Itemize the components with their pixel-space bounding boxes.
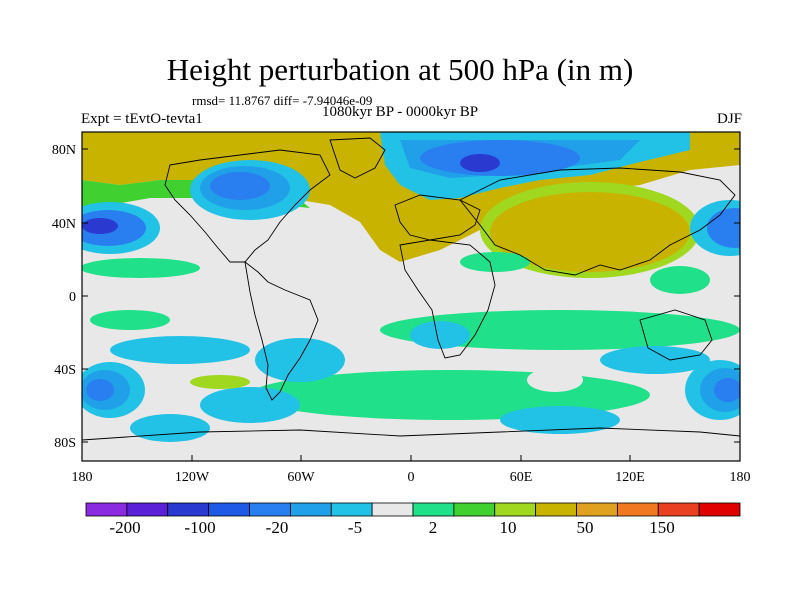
lon-label-120e: 120E [615, 470, 645, 485]
colorbar-box [494, 502, 537, 517]
north-america-outline [164, 149, 331, 263]
colorbar-box [249, 502, 291, 517]
australia-outline [639, 309, 713, 361]
colorbar-box [616, 502, 659, 517]
sh-cyan-3 [200, 387, 300, 423]
colorbar-box [453, 502, 496, 517]
lon-label-0: 0 [408, 470, 415, 485]
colorbar-box [85, 502, 128, 517]
sh-cyan-4 [600, 346, 710, 374]
season-label: DJF [716, 111, 742, 127]
colorbar-label-7: 50 [577, 518, 594, 537]
sh-neutral-hole [527, 368, 583, 392]
lat-label-40s: 40S [54, 363, 76, 378]
trop-green-1 [82, 258, 200, 278]
eurasia-ridge-yellow [490, 192, 690, 272]
colorbar-label-2: -100 [184, 518, 215, 537]
colorbar-box [289, 502, 332, 517]
coastlines [82, 137, 740, 441]
experiment-label: Expt = tEvtO-tevta1 [81, 111, 203, 127]
lon-label-60e: 60E [510, 470, 533, 485]
colorbar-box [698, 502, 741, 517]
lat-label-0: 0 [69, 290, 76, 305]
lat-label-80s: 80S [54, 436, 76, 451]
siberia-trough-core [460, 154, 500, 172]
colorbar-label-6: 10 [500, 518, 517, 537]
lon-label-120w: 120W [175, 470, 210, 485]
colorbar-box [330, 502, 373, 517]
na-trough-blue [210, 172, 270, 200]
antarctica-outline [82, 427, 740, 441]
south-america-outline [244, 260, 319, 401]
axis-ticks [81, 148, 741, 461]
trop-green-2 [460, 252, 530, 272]
colorbar-label-1: -200 [109, 518, 140, 537]
asia-outline [459, 167, 736, 276]
map-title: Height perturbation at 500 hPa (in m) [166, 52, 634, 87]
sh-cyan-1 [110, 336, 250, 364]
sh-core-left [86, 379, 114, 401]
sh-cyan-5 [500, 406, 620, 434]
lon-label-60w: 60W [287, 470, 315, 485]
colorbar-box [535, 502, 577, 517]
europe-outline [394, 194, 481, 241]
sh-cyan-6 [130, 414, 210, 442]
npac-trough-left-core [82, 218, 118, 234]
rmsd-label: rmsd= 11.8767 diff= -7.94046e-09 [192, 93, 373, 108]
sh-cyan-2 [255, 338, 345, 382]
africa-outline [399, 239, 496, 359]
colorbar-box [657, 502, 700, 517]
colorbar-label-4: -5 [348, 518, 362, 537]
contour-fields [82, 132, 740, 442]
npac-trough-right-blue [707, 208, 740, 248]
greenland-outline [329, 137, 386, 179]
sh-core-right [714, 378, 740, 402]
trop-green-indian [380, 310, 740, 350]
lon-label-180w: 180 [72, 470, 93, 485]
colorbar-label-8: 150 [649, 518, 675, 537]
colorbar-label-5: 2 [429, 518, 438, 537]
colorbar-box [126, 502, 169, 517]
colorbar-box [412, 502, 455, 517]
lat-label-80n: 80N [52, 143, 76, 158]
colorbar-box [576, 502, 618, 517]
period-label: 1080kyr BP - 0000kyr BP [321, 104, 479, 120]
sh-yellow-patch [190, 375, 250, 389]
colorbar-label-3: -20 [266, 518, 289, 537]
sh-cyan-7 [410, 321, 470, 349]
siberia-trough-blue [420, 140, 580, 176]
lon-label-180e: 180 [730, 470, 751, 485]
trop-green-3 [650, 266, 710, 294]
lat-label-40n: 40N [52, 217, 76, 232]
colorbar-box [371, 502, 414, 517]
colorbar-box [208, 502, 250, 517]
colorbar-box [167, 502, 210, 517]
trop-green-4 [90, 310, 170, 330]
colorbar [85, 502, 741, 517]
